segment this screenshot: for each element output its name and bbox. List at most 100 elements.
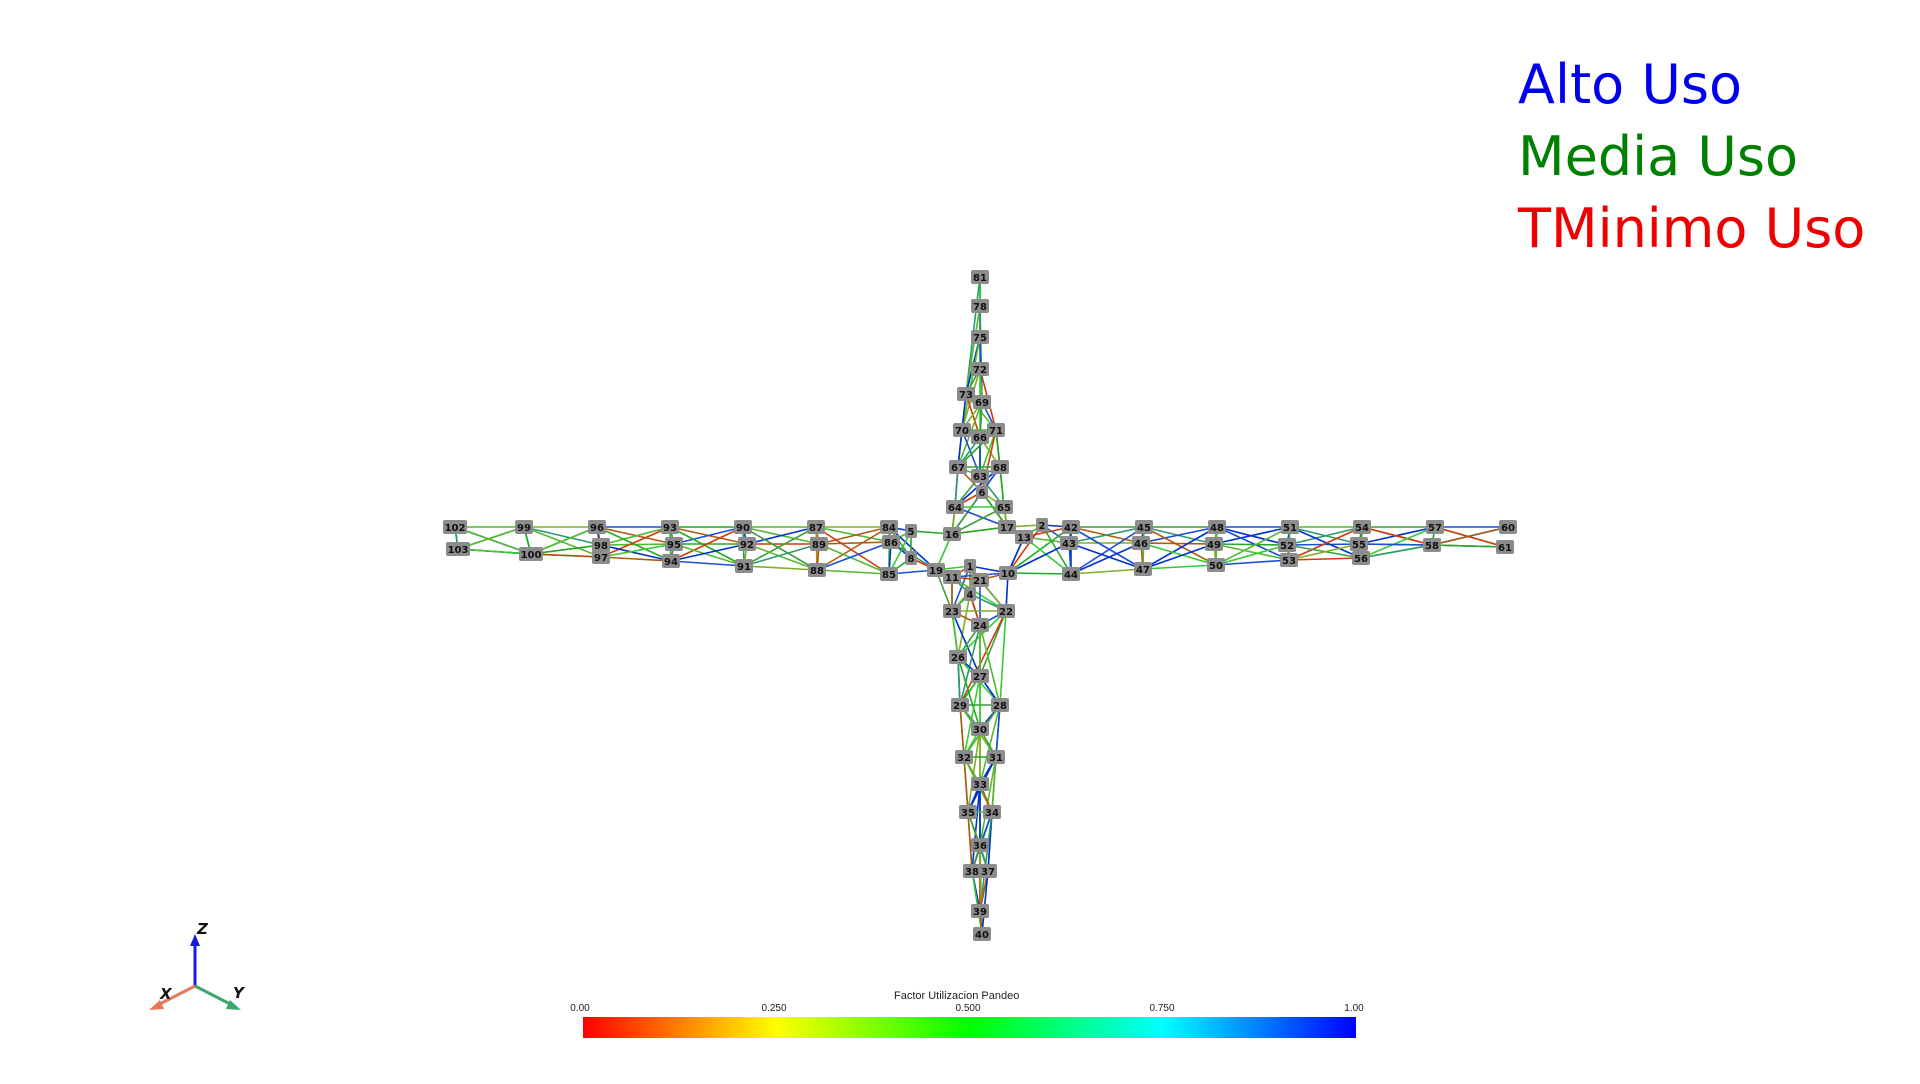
node-marker bbox=[1062, 520, 1080, 534]
node-number: 73 bbox=[959, 390, 973, 401]
node-number: 43 bbox=[1062, 539, 1076, 550]
node-label-38: 38 bbox=[963, 864, 981, 878]
node-label-17: 17 bbox=[998, 520, 1016, 534]
node-number: 17 bbox=[1000, 523, 1014, 534]
node-label-8: 8 bbox=[905, 551, 917, 565]
truss-member bbox=[991, 756, 997, 813]
node-label-86: 86 bbox=[882, 535, 900, 549]
colorbar-title: Factor Utilizacion Pandeo bbox=[894, 990, 1020, 1002]
truss-member bbox=[1070, 542, 1142, 575]
node-number: 66 bbox=[973, 433, 987, 444]
node-number: 91 bbox=[737, 562, 751, 573]
y-axis-arrow-icon bbox=[226, 1000, 241, 1010]
node-marker bbox=[1353, 520, 1371, 534]
node-number: 26 bbox=[951, 653, 965, 664]
truss-member bbox=[669, 526, 745, 567]
truss-member bbox=[957, 593, 971, 658]
node-marker bbox=[808, 563, 826, 577]
node-marker bbox=[1134, 562, 1152, 576]
node-marker bbox=[971, 722, 989, 736]
truss-member bbox=[888, 530, 912, 575]
node-label-65: 65 bbox=[995, 500, 1013, 514]
node-marker bbox=[976, 485, 988, 499]
truss-member bbox=[670, 560, 745, 567]
node-marker bbox=[1426, 520, 1444, 534]
node-number: 4 bbox=[967, 590, 974, 601]
truss-member bbox=[1288, 543, 1360, 561]
orientation-axes: Z X Y bbox=[149, 920, 246, 1010]
truss-member bbox=[1361, 526, 1433, 546]
node-label-45: 45 bbox=[1135, 520, 1153, 534]
truss-member bbox=[457, 548, 532, 555]
node-number: 99 bbox=[517, 523, 531, 534]
node-marker bbox=[588, 520, 606, 534]
node-label-1: 1 bbox=[964, 559, 976, 573]
node-marker bbox=[735, 559, 753, 573]
node-marker bbox=[1423, 538, 1441, 552]
truss-member bbox=[1360, 544, 1433, 559]
node-number: 103 bbox=[448, 545, 469, 556]
node-label-98: 98 bbox=[592, 538, 610, 552]
truss-member bbox=[979, 844, 983, 935]
node-number: 52 bbox=[1280, 541, 1294, 552]
node-label-67: 67 bbox=[949, 460, 967, 474]
node-number: 96 bbox=[590, 523, 604, 534]
node-number: 5 bbox=[908, 527, 915, 538]
colorbar-tick: 1.00 bbox=[1344, 1003, 1364, 1014]
truss-member bbox=[995, 704, 1001, 758]
node-marker bbox=[927, 563, 945, 577]
node-label-50: 50 bbox=[1207, 558, 1225, 572]
node-label-6: 6 bbox=[976, 485, 988, 499]
node-label-75: 75 bbox=[971, 330, 989, 344]
node-label-40: 40 bbox=[973, 927, 991, 941]
node-label-11: 11 bbox=[943, 570, 961, 584]
node-label-60: 60 bbox=[1499, 520, 1517, 534]
node-marker bbox=[987, 423, 1005, 437]
node-label-87: 87 bbox=[807, 520, 825, 534]
node-label-78: 78 bbox=[971, 299, 989, 313]
node-marker bbox=[971, 838, 989, 852]
node-number: 72 bbox=[973, 365, 987, 376]
node-number: 27 bbox=[973, 672, 987, 683]
node-marker bbox=[995, 500, 1013, 514]
node-number: 1 bbox=[967, 562, 974, 573]
x-axis-line bbox=[155, 984, 196, 1008]
truss-member bbox=[454, 526, 532, 555]
node-label-70: 70 bbox=[953, 423, 971, 437]
node-number: 97 bbox=[594, 553, 608, 564]
node-label-31: 31 bbox=[987, 750, 1005, 764]
node-marker bbox=[949, 650, 967, 664]
node-number: 84 bbox=[882, 523, 896, 534]
node-label-64: 64 bbox=[946, 500, 964, 514]
truss-member bbox=[600, 544, 672, 562]
node-marker bbox=[955, 750, 973, 764]
node-label-96: 96 bbox=[588, 520, 606, 534]
node-number: 38 bbox=[965, 867, 979, 878]
node-label-57: 57 bbox=[1426, 520, 1444, 534]
node-number: 75 bbox=[973, 333, 987, 344]
truss-member bbox=[951, 576, 1007, 612]
truss-member bbox=[999, 610, 1007, 706]
x-axis-label: X bbox=[159, 985, 173, 1003]
node-marker bbox=[999, 566, 1017, 580]
node-label-23: 23 bbox=[943, 604, 961, 618]
node-label-32: 32 bbox=[955, 750, 973, 764]
truss-member bbox=[1215, 544, 1288, 566]
node-number: 67 bbox=[951, 463, 965, 474]
colorbar-tick: 0.00 bbox=[570, 1003, 590, 1014]
node-marker bbox=[971, 573, 989, 587]
node-number: 2 bbox=[1039, 521, 1046, 532]
node-label-84: 84 bbox=[880, 520, 898, 534]
truss-member bbox=[959, 704, 965, 758]
truss-member bbox=[967, 811, 973, 872]
node-number: 32 bbox=[957, 753, 971, 764]
node-label-22: 22 bbox=[997, 604, 1015, 618]
node-number: 57 bbox=[1428, 523, 1442, 534]
node-label-27: 27 bbox=[971, 669, 989, 683]
node-label-35: 35 bbox=[959, 805, 977, 819]
node-number: 65 bbox=[997, 503, 1011, 514]
node-marker bbox=[953, 423, 971, 437]
node-marker bbox=[983, 805, 1001, 819]
